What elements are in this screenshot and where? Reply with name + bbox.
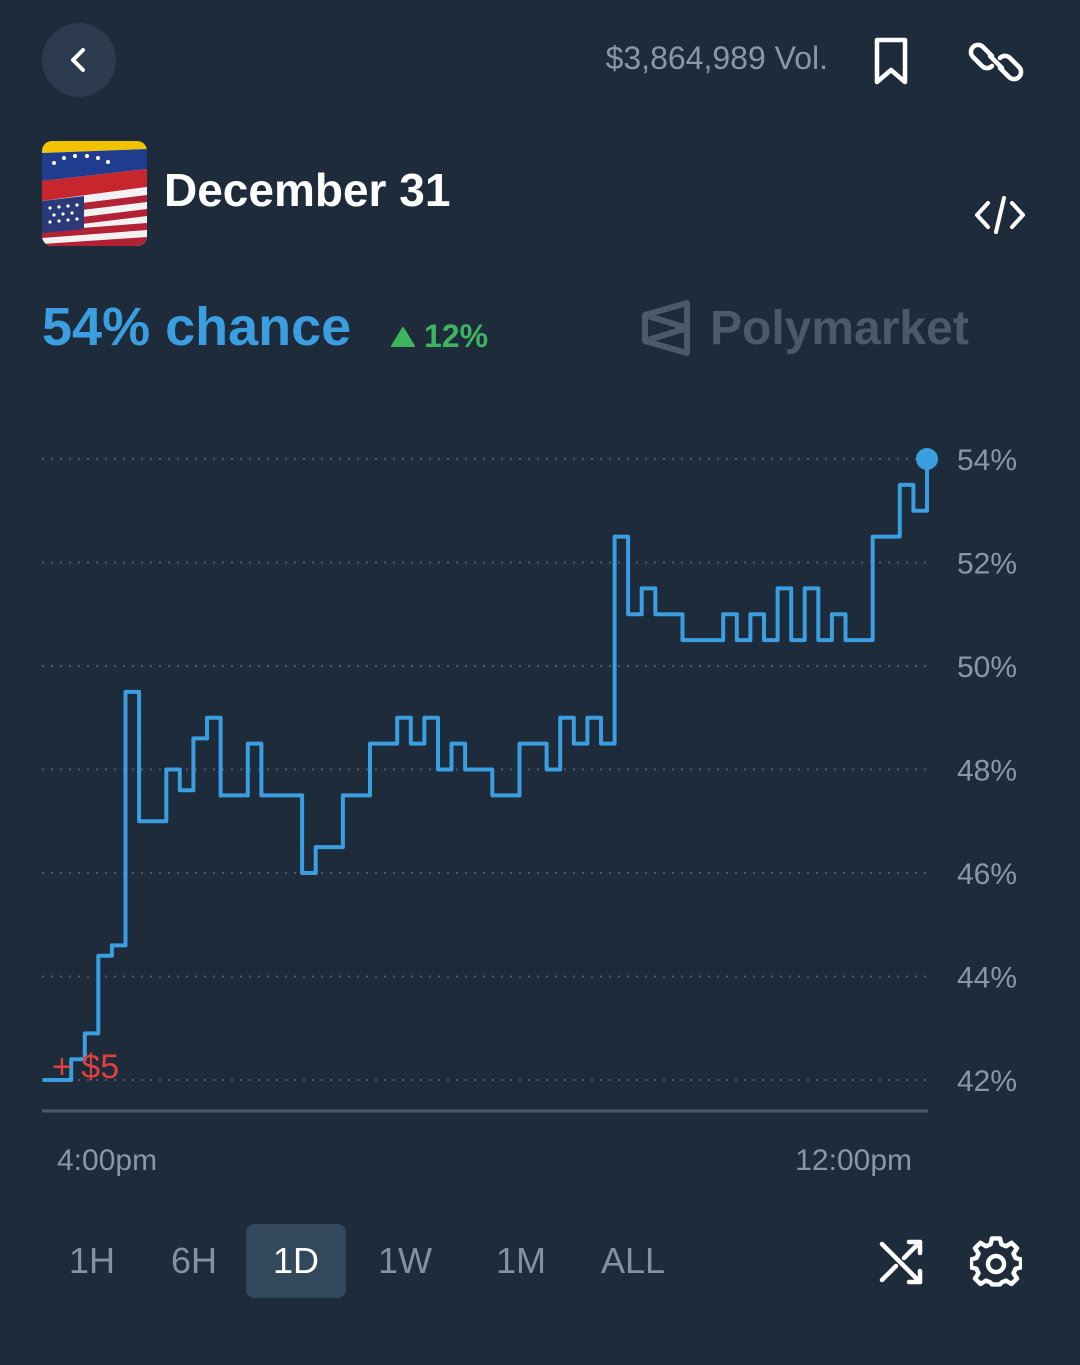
polymarket-watermark: Polymarket	[640, 298, 969, 358]
flag-image	[42, 141, 147, 246]
triangle-up-icon	[391, 326, 415, 347]
chevron-left-icon	[71, 48, 85, 72]
watermark-text: Polymarket	[710, 301, 969, 355]
series-line	[42, 457, 929, 1082]
market-thumbnail	[42, 141, 147, 246]
price-chart: 54% 52% 50% 48% 46% 44% 42% 4:00pm 12:00pm + $5	[42, 444, 1017, 1177]
settings-button[interactable]	[968, 1236, 1024, 1288]
trade-annotation: + $5	[52, 1048, 119, 1086]
bookmark-icon	[874, 37, 908, 85]
share-link-button[interactable]	[968, 34, 1024, 90]
market-title: December 31	[164, 164, 451, 216]
y-tick-label: 46%	[957, 858, 1017, 891]
chance-change-value: 12%	[424, 318, 489, 354]
x-tick-label: 12:00pm	[795, 1144, 912, 1177]
range-all-button[interactable]: ALL	[600, 1240, 666, 1281]
range-1m-button[interactable]: 1M	[495, 1240, 546, 1281]
range-1w-button[interactable]: 1W	[378, 1240, 432, 1281]
back-button[interactable]	[42, 23, 116, 97]
gear-icon	[968, 1236, 1024, 1287]
y-tick-label: 44%	[957, 962, 1017, 995]
y-tick-label: 54%	[957, 444, 1017, 477]
y-tick-label: 48%	[957, 755, 1017, 788]
volume-label: $3,864,989 Vol.	[605, 40, 828, 76]
embed-button[interactable]	[972, 190, 1028, 240]
y-tick-label: 52%	[957, 548, 1017, 581]
code-icon	[975, 196, 1025, 234]
current-point-marker	[916, 448, 938, 470]
chance-percentage: 54% chance	[42, 297, 352, 357]
polymarket-logo-icon	[642, 300, 690, 356]
shuffle-icon	[879, 1239, 923, 1285]
x-axis-ticks: 4:00pm 12:00pm	[57, 1144, 912, 1177]
x-tick-label: 4:00pm	[57, 1144, 157, 1177]
range-6h-button[interactable]: 6H	[170, 1240, 218, 1281]
y-axis-ticks: 54% 52% 50% 48% 46% 44% 42%	[957, 444, 1017, 1098]
range-1d-button[interactable]: 1D	[246, 1224, 346, 1298]
y-tick-label: 50%	[957, 651, 1017, 684]
link-icon	[968, 42, 1024, 82]
bookmark-button[interactable]	[866, 34, 916, 90]
range-1h-button[interactable]: 1H	[68, 1240, 116, 1281]
chance-change: 12%	[390, 318, 488, 355]
shuffle-button[interactable]	[876, 1236, 928, 1288]
time-range-selector: 1H 6H 1D 1W 1M ALL	[42, 1224, 688, 1298]
y-tick-label: 42%	[957, 1065, 1017, 1098]
